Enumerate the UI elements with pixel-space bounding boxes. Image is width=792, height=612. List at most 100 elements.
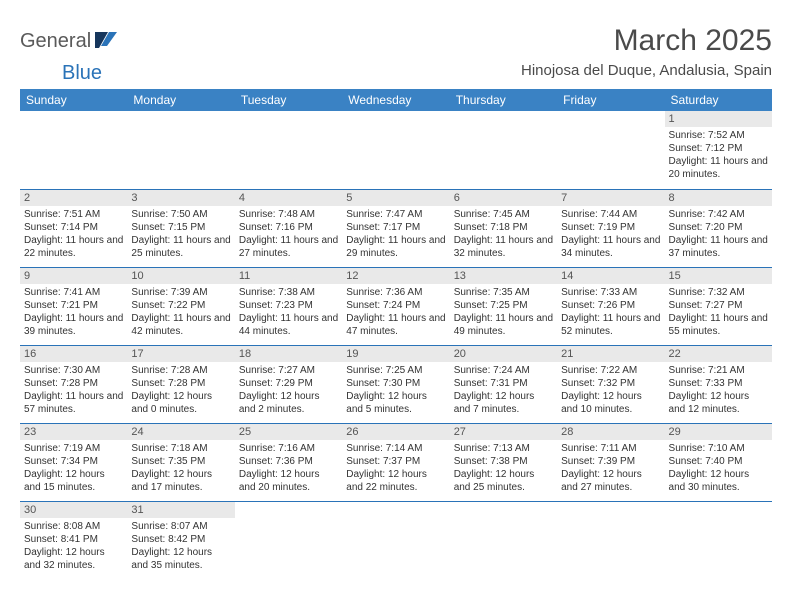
calendar-cell [342,111,449,189]
day-number: 2 [20,190,127,206]
calendar-cell: 19Sunrise: 7:25 AMSunset: 7:30 PMDayligh… [342,345,449,423]
calendar-cell: 4Sunrise: 7:48 AMSunset: 7:16 PMDaylight… [235,189,342,267]
day-number: 20 [450,346,557,362]
day-number: 5 [342,190,449,206]
calendar-cell: 5Sunrise: 7:47 AMSunset: 7:17 PMDaylight… [342,189,449,267]
calendar-cell: 14Sunrise: 7:33 AMSunset: 7:26 PMDayligh… [557,267,664,345]
calendar-cell: 12Sunrise: 7:36 AMSunset: 7:24 PMDayligh… [342,267,449,345]
calendar-cell [235,501,342,579]
day-number: 16 [20,346,127,362]
day-number: 4 [235,190,342,206]
calendar-cell: 2Sunrise: 7:51 AMSunset: 7:14 PMDaylight… [20,189,127,267]
day-number: 31 [127,502,234,518]
calendar-cell: 15Sunrise: 7:32 AMSunset: 7:27 PMDayligh… [665,267,772,345]
day-number: 23 [20,424,127,440]
calendar-page: General March 2025 Hinojosa del Duque, A… [0,0,792,603]
day-info: Sunrise: 7:48 AMSunset: 7:16 PMDaylight:… [235,206,342,264]
calendar-cell [557,501,664,579]
day-info: Sunrise: 7:41 AMSunset: 7:21 PMDaylight:… [20,284,127,342]
day-info: Sunrise: 7:22 AMSunset: 7:32 PMDaylight:… [557,362,664,420]
day-info: Sunrise: 7:24 AMSunset: 7:31 PMDaylight:… [450,362,557,420]
day-number: 3 [127,190,234,206]
page-title: March 2025 [521,24,772,58]
weekday-header: Sunday [20,89,127,111]
calendar-row: 9Sunrise: 7:41 AMSunset: 7:21 PMDaylight… [20,267,772,345]
day-info: Sunrise: 7:18 AMSunset: 7:35 PMDaylight:… [127,440,234,498]
day-number: 29 [665,424,772,440]
calendar-cell: 11Sunrise: 7:38 AMSunset: 7:23 PMDayligh… [235,267,342,345]
day-info: Sunrise: 7:11 AMSunset: 7:39 PMDaylight:… [557,440,664,498]
brand-part1: General [20,31,91,51]
calendar-cell [127,111,234,189]
title-block: March 2025 Hinojosa del Duque, Andalusia… [521,24,772,85]
calendar-row: 1Sunrise: 7:52 AMSunset: 7:12 PMDaylight… [20,111,772,189]
calendar-cell: 13Sunrise: 7:35 AMSunset: 7:25 PMDayligh… [450,267,557,345]
day-info: Sunrise: 7:42 AMSunset: 7:20 PMDaylight:… [665,206,772,264]
weekday-header: Monday [127,89,234,111]
calendar-row: 2Sunrise: 7:51 AMSunset: 7:14 PMDaylight… [20,189,772,267]
day-info: Sunrise: 7:28 AMSunset: 7:28 PMDaylight:… [127,362,234,420]
calendar-cell: 17Sunrise: 7:28 AMSunset: 7:28 PMDayligh… [127,345,234,423]
day-number: 13 [450,268,557,284]
header: General March 2025 Hinojosa del Duque, A… [20,24,772,85]
day-number: 30 [20,502,127,518]
calendar-cell: 27Sunrise: 7:13 AMSunset: 7:38 PMDayligh… [450,423,557,501]
day-info: Sunrise: 8:08 AMSunset: 8:41 PMDaylight:… [20,518,127,576]
day-number: 24 [127,424,234,440]
day-number: 14 [557,268,664,284]
day-info: Sunrise: 7:45 AMSunset: 7:18 PMDaylight:… [450,206,557,264]
day-info: Sunrise: 7:30 AMSunset: 7:28 PMDaylight:… [20,362,127,420]
calendar-cell: 8Sunrise: 7:42 AMSunset: 7:20 PMDaylight… [665,189,772,267]
day-info: Sunrise: 7:47 AMSunset: 7:17 PMDaylight:… [342,206,449,264]
day-number: 21 [557,346,664,362]
weekday-header: Saturday [665,89,772,111]
weekday-header: Friday [557,89,664,111]
brand-part2: Blue [62,62,102,84]
calendar-cell: 25Sunrise: 7:16 AMSunset: 7:36 PMDayligh… [235,423,342,501]
calendar-cell: 30Sunrise: 8:08 AMSunset: 8:41 PMDayligh… [20,501,127,579]
day-info: Sunrise: 7:44 AMSunset: 7:19 PMDaylight:… [557,206,664,264]
day-info: Sunrise: 7:51 AMSunset: 7:14 PMDaylight:… [20,206,127,264]
calendar-cell: 18Sunrise: 7:27 AMSunset: 7:29 PMDayligh… [235,345,342,423]
calendar-cell [665,501,772,579]
day-info: Sunrise: 7:21 AMSunset: 7:33 PMDaylight:… [665,362,772,420]
day-number: 18 [235,346,342,362]
day-number: 11 [235,268,342,284]
day-number: 7 [557,190,664,206]
day-info: Sunrise: 7:38 AMSunset: 7:23 PMDaylight:… [235,284,342,342]
calendar-cell: 1Sunrise: 7:52 AMSunset: 7:12 PMDaylight… [665,111,772,189]
flag-icon [95,30,117,51]
calendar-cell [557,111,664,189]
day-number: 26 [342,424,449,440]
calendar-cell: 21Sunrise: 7:22 AMSunset: 7:32 PMDayligh… [557,345,664,423]
day-info: Sunrise: 7:25 AMSunset: 7:30 PMDaylight:… [342,362,449,420]
day-info: Sunrise: 7:27 AMSunset: 7:29 PMDaylight:… [235,362,342,420]
weekday-header: Thursday [450,89,557,111]
day-number: 28 [557,424,664,440]
day-number: 15 [665,268,772,284]
brand-logo: General [20,30,121,51]
calendar-cell: 28Sunrise: 7:11 AMSunset: 7:39 PMDayligh… [557,423,664,501]
calendar-table: Sunday Monday Tuesday Wednesday Thursday… [20,89,772,579]
day-info: Sunrise: 8:07 AMSunset: 8:42 PMDaylight:… [127,518,234,576]
calendar-cell: 7Sunrise: 7:44 AMSunset: 7:19 PMDaylight… [557,189,664,267]
calendar-cell: 23Sunrise: 7:19 AMSunset: 7:34 PMDayligh… [20,423,127,501]
calendar-cell: 31Sunrise: 8:07 AMSunset: 8:42 PMDayligh… [127,501,234,579]
day-info: Sunrise: 7:52 AMSunset: 7:12 PMDaylight:… [665,127,772,185]
day-number: 6 [450,190,557,206]
day-number: 9 [20,268,127,284]
calendar-cell: 3Sunrise: 7:50 AMSunset: 7:15 PMDaylight… [127,189,234,267]
calendar-cell [342,501,449,579]
day-number: 12 [342,268,449,284]
calendar-row: 23Sunrise: 7:19 AMSunset: 7:34 PMDayligh… [20,423,772,501]
weekday-header: Wednesday [342,89,449,111]
day-info: Sunrise: 7:14 AMSunset: 7:37 PMDaylight:… [342,440,449,498]
day-info: Sunrise: 7:39 AMSunset: 7:22 PMDaylight:… [127,284,234,342]
day-info: Sunrise: 7:35 AMSunset: 7:25 PMDaylight:… [450,284,557,342]
day-info: Sunrise: 7:50 AMSunset: 7:15 PMDaylight:… [127,206,234,264]
day-number: 25 [235,424,342,440]
calendar-cell: 9Sunrise: 7:41 AMSunset: 7:21 PMDaylight… [20,267,127,345]
calendar-cell: 26Sunrise: 7:14 AMSunset: 7:37 PMDayligh… [342,423,449,501]
day-info: Sunrise: 7:19 AMSunset: 7:34 PMDaylight:… [20,440,127,498]
day-info: Sunrise: 7:32 AMSunset: 7:27 PMDaylight:… [665,284,772,342]
